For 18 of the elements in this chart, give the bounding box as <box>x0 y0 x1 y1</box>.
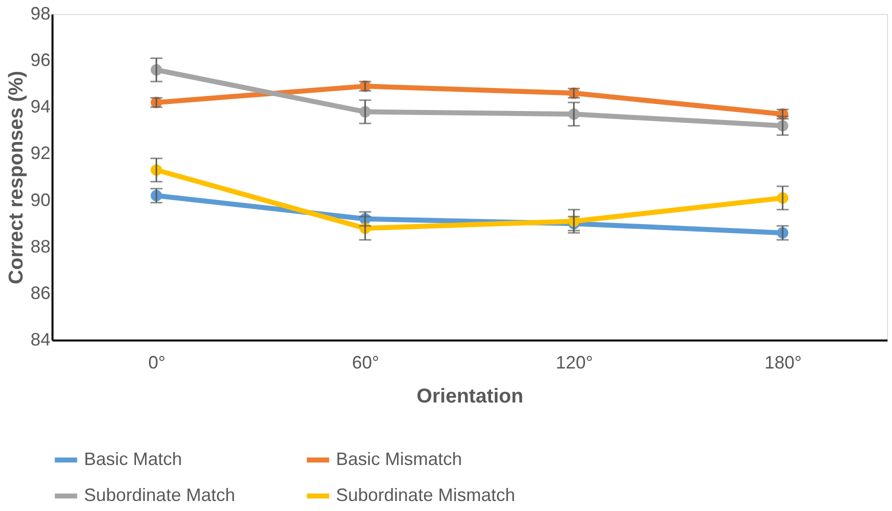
y-tick-label: 88 <box>30 236 50 256</box>
x-tick-label: 60° <box>352 352 380 372</box>
x-axis-title: Orientation <box>416 386 524 408</box>
y-tick-label: 90 <box>30 190 50 210</box>
legend-label: Subordinate Match <box>84 485 236 505</box>
y-tick-label: 98 <box>30 4 50 24</box>
x-tick-label: 120° <box>556 352 593 372</box>
y-tick-label: 84 <box>30 330 50 350</box>
y-tick-label: 92 <box>30 143 50 164</box>
x-tick-label: 180° <box>764 352 802 372</box>
y-axis-title: Correct responses (%) <box>5 70 28 284</box>
y-tick-label: 86 <box>30 282 50 303</box>
y-tick-label: 94 <box>30 96 50 117</box>
y-tick-label: 96 <box>30 50 50 70</box>
legend-label: Basic Mismatch <box>336 449 462 469</box>
legend-label: Basic Match <box>84 449 182 469</box>
x-tick-label: 0° <box>148 352 166 372</box>
legend-label: Subordinate Mismatch <box>336 485 516 505</box>
